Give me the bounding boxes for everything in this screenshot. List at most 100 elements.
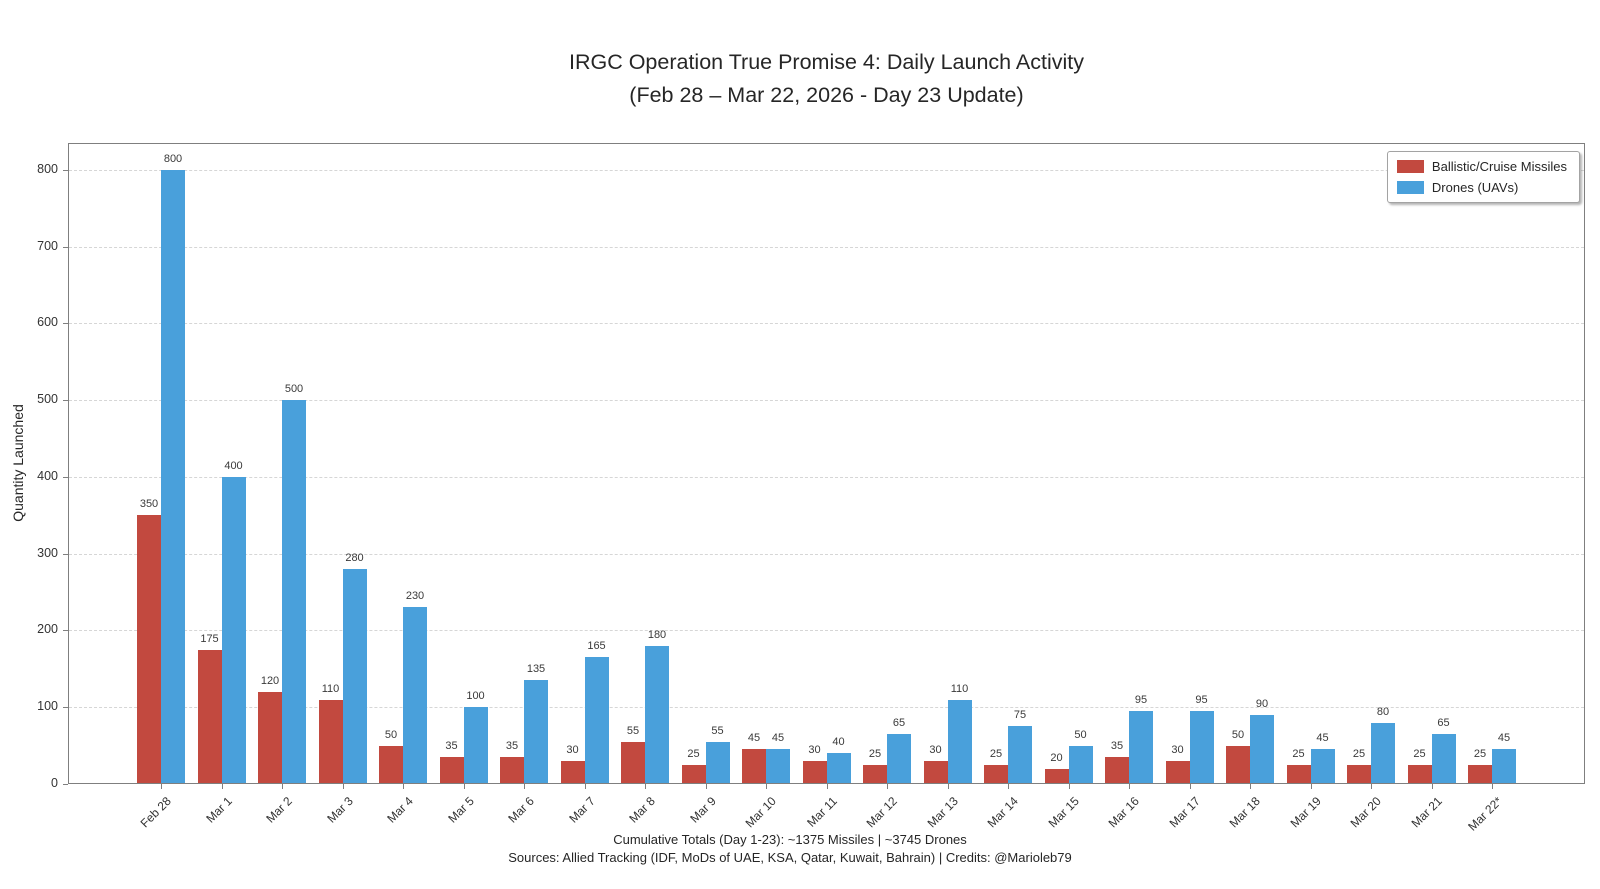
- bar-drones: [1068, 746, 1093, 784]
- legend-row-missiles: Ballistic/Cruise Missiles: [1396, 159, 1567, 174]
- bar-value-label: 30: [566, 744, 579, 756]
- bar-value-label: 50: [384, 729, 398, 741]
- bar-value-label: 45: [1316, 732, 1329, 744]
- drones-legend-swatch: [1396, 181, 1424, 194]
- x-tick-mark: [766, 784, 767, 789]
- y-tick-mark: [63, 630, 68, 631]
- bar-value-label: 100: [466, 690, 485, 702]
- x-tick-mark: [1250, 784, 1251, 789]
- x-tick-mark: [826, 784, 828, 789]
- footer-sources-credits: Sources: Allied Tracking (IDF, MoDs of U…: [508, 849, 1072, 865]
- chart-title-line1: IRGC Operation True Promise 4: Daily Lau…: [568, 50, 1084, 74]
- legend-row-drones: Drones (UAVs): [1396, 180, 1567, 195]
- y-tick-mark: [63, 477, 68, 478]
- gridline-800: [69, 170, 1584, 171]
- bar-missiles: [1105, 757, 1129, 784]
- x-tick-mark: [1310, 784, 1312, 789]
- bar-value-label: 350: [139, 498, 159, 510]
- bar-value-label: 50: [1074, 729, 1087, 741]
- bar-drones: [463, 707, 488, 784]
- x-tick-mark: [1129, 784, 1130, 789]
- bar-missiles: [258, 692, 282, 784]
- bar-value-label: 45: [771, 732, 785, 744]
- bar-missiles: [1044, 769, 1069, 784]
- y-tick-label: 800: [37, 162, 58, 176]
- y-axis-label: Quantity Launched: [10, 404, 26, 522]
- gridline-700: [69, 247, 1584, 248]
- bar-value-label: 400: [224, 460, 243, 472]
- bar-drones: [1310, 749, 1335, 784]
- bar-value-label: 30: [808, 744, 821, 756]
- bar-missiles: [863, 765, 887, 784]
- bar-drones: [1008, 726, 1032, 784]
- drones-legend-label: Drones (UAVs): [1431, 180, 1519, 195]
- bar-value-label: 280: [345, 552, 364, 564]
- bar-missiles: [1407, 765, 1432, 784]
- bar-value-label: 25: [1292, 748, 1305, 760]
- y-tick-mark: [63, 400, 68, 401]
- gridline-400: [69, 477, 1584, 478]
- bar-value-label: 110: [321, 683, 340, 695]
- x-tick-label: Mar 15: [1045, 794, 1082, 831]
- gridline-100: [69, 707, 1584, 708]
- bar-value-label: 800: [163, 153, 183, 165]
- x-tick-mark: [282, 784, 283, 789]
- bar-missiles: [1165, 761, 1190, 784]
- x-tick-mark: [1371, 784, 1372, 789]
- bar-value-label: 175: [200, 633, 219, 645]
- x-tick-label: Mar 2: [263, 794, 295, 826]
- bar-value-label: 40: [832, 736, 845, 748]
- bar-drones: [1189, 711, 1214, 784]
- bar-value-label: 95: [1195, 694, 1208, 706]
- x-tick-label: Mar 14: [984, 794, 1021, 831]
- bar-drones: [826, 753, 851, 784]
- bar-value-label: 55: [711, 725, 724, 737]
- x-tick-mark: [342, 784, 344, 789]
- bar-missiles: [1468, 765, 1492, 784]
- x-tick-label: Mar 7: [565, 794, 598, 826]
- bar-value-label: 25: [868, 748, 882, 760]
- bar-missiles: [560, 761, 585, 784]
- y-tick-label: 500: [37, 392, 58, 406]
- x-tick-mark: [705, 784, 707, 789]
- bar-drones: [766, 749, 790, 784]
- gridline-300: [69, 554, 1584, 555]
- x-tick-mark: [1008, 784, 1009, 789]
- bar-value-label: 500: [284, 383, 304, 395]
- bar-value-label: 35: [505, 740, 519, 752]
- bar-value-label: 25: [989, 748, 1003, 760]
- x-tick-label: Mar 11: [803, 794, 840, 830]
- x-tick-label: Mar 10: [742, 794, 779, 831]
- bar-drones: [1129, 711, 1153, 784]
- y-tick-label: 700: [37, 239, 58, 253]
- x-tick-mark: [403, 784, 404, 789]
- bar-drones: [947, 700, 972, 784]
- bar-missiles: [379, 746, 403, 784]
- bar-value-label: 80: [1376, 706, 1390, 718]
- bar-value-label: 25: [1352, 748, 1366, 760]
- y-tick-label: 200: [37, 622, 58, 636]
- bar-missiles: [1347, 765, 1371, 784]
- bar-value-label: 65: [1437, 717, 1450, 729]
- x-tick-label: Mar 8: [626, 794, 658, 826]
- bar-drones: [1431, 734, 1456, 784]
- bar-value-label: 110: [950, 683, 969, 695]
- bar-value-label: 75: [1013, 709, 1027, 721]
- bar-value-label: 45: [1497, 732, 1511, 744]
- bar-drones: [705, 742, 730, 784]
- bar-value-label: 50: [1231, 729, 1245, 741]
- bar-missiles: [500, 757, 524, 784]
- bar-missiles: [923, 761, 948, 784]
- x-tick-label: Mar 3: [323, 794, 356, 826]
- x-tick-label: Feb 28: [137, 794, 174, 831]
- chart-title: IRGC Operation True Promise 4: Daily Lau…: [68, 46, 1585, 112]
- bar-drones: [403, 607, 427, 784]
- bar-drones: [584, 657, 609, 784]
- y-tick-label: 300: [37, 546, 58, 560]
- legend: Ballistic/Cruise Missiles Drones (UAVs): [1386, 151, 1580, 203]
- x-tick-label: Mar 16: [1105, 794, 1142, 831]
- gridline-500: [69, 400, 1584, 401]
- bar-missiles: [1226, 746, 1250, 784]
- x-tick-label: Mar 17: [1166, 794, 1203, 831]
